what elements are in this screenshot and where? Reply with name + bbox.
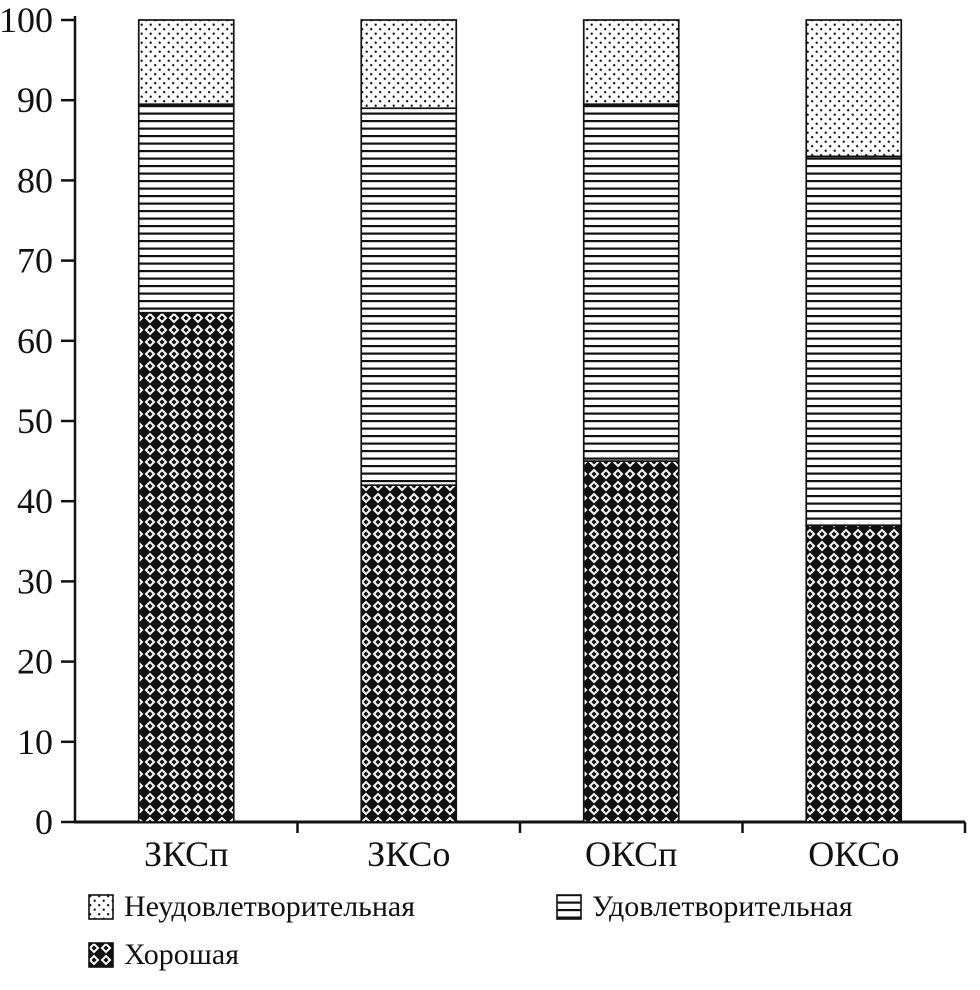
y-tick-label: 70 [17,241,53,281]
y-tick-label: 10 [17,722,53,762]
bar-segment-dots [360,19,458,110]
bar-segment-diamonds [137,311,235,823]
y-tick-label: 20 [17,642,53,682]
bar-segment-hlines [137,103,235,314]
y-tick-label: 60 [17,321,53,361]
bar-segment-hlines [582,103,680,462]
bar-segment-dots [805,19,903,158]
y-tick-label: 80 [17,160,53,200]
y-tick-label: 50 [17,401,53,441]
bar-segment-diamonds [360,484,458,823]
bar-segment-hlines [360,107,458,487]
legend-label-good: Хорошая [124,938,239,971]
y-tick-label: 40 [17,481,53,521]
y-tick-label: 0 [35,802,53,842]
y-tick-label: 100 [0,0,53,40]
bar-segment-dots [582,19,680,106]
y-tick-label: 90 [17,80,53,120]
bar-segment-diamonds [582,460,680,823]
legend-label-satisfactory: Удовлетворительная [592,890,853,923]
bar-segment-dots [137,19,235,106]
legend-label-unsatisfactory: Неудовлетворительная [124,890,416,923]
legend-item-good: Хорошая [88,940,239,970]
legend-swatch-hlines-icon [556,894,582,920]
bar-segment-diamonds [805,524,903,823]
stacked-bar-chart: 0 10 20 30 40 50 60 70 80 90 100 ЗКСп ЗКСо ОКСп ОКСо [0,0,967,874]
category-label: ЗКСо [367,834,450,874]
y-tick-label: 30 [17,561,53,601]
legend-swatch-diamonds-icon [88,942,114,968]
legend-swatch-dots-icon [88,894,114,920]
category-label: ОКСо [808,834,899,874]
category-label: ЗКСп [144,834,228,874]
category-label: ОКСп [585,834,677,874]
legend-item-satisfactory: Удовлетворительная [556,892,853,922]
legend-item-unsatisfactory: Неудовлетворительная [88,892,415,922]
bar-segment-hlines [805,155,903,527]
